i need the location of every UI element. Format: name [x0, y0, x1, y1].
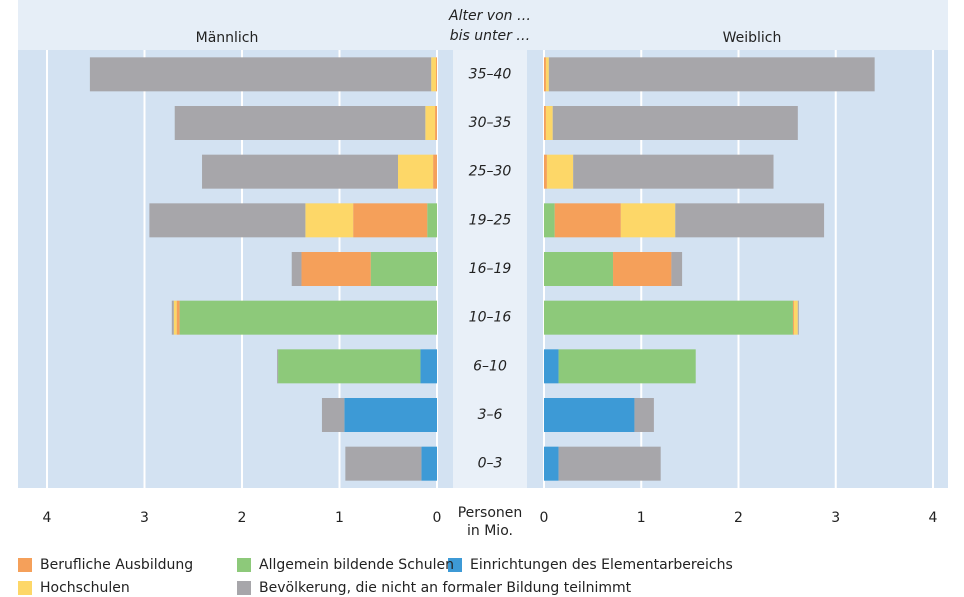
bar-segment — [544, 154, 547, 189]
bar-segment — [573, 154, 774, 189]
bar-segment — [558, 349, 696, 384]
bar-segment — [305, 203, 354, 238]
bar-segment — [675, 203, 825, 238]
bar-segment — [544, 252, 614, 286]
bar-segment — [421, 446, 437, 481]
legend-label: Hochschulen — [40, 580, 130, 596]
x-tick-label: 1 — [335, 510, 344, 526]
bar-segment — [345, 446, 422, 481]
category-label: 35–40 — [469, 66, 512, 82]
legend-label: Bevölkerung, die nicht an formaler Bildu… — [259, 580, 632, 596]
bar-segment — [436, 57, 437, 92]
bar-segment — [792, 300, 794, 335]
bar-segment — [435, 106, 437, 140]
bar-segment — [344, 398, 437, 432]
bar-segment — [545, 57, 549, 92]
category-label: 30–35 — [469, 115, 512, 131]
legend-swatch — [448, 558, 462, 572]
legend-swatch — [18, 558, 32, 572]
bar-segment — [291, 252, 302, 286]
bar-segment — [278, 349, 421, 384]
x-tick-label: 4 — [43, 510, 52, 526]
x-tick-label: 0 — [540, 510, 549, 526]
x-tick-label: 3 — [140, 510, 149, 526]
bar-segment — [671, 252, 683, 286]
category-label: 19–25 — [469, 212, 512, 228]
category-label: 0–3 — [478, 456, 503, 472]
x-title: Personen — [458, 505, 523, 521]
center-column — [453, 50, 527, 488]
bar-segment — [171, 300, 174, 335]
x-tick-label: 3 — [831, 510, 840, 526]
x-tick-label: 0 — [433, 510, 442, 526]
legend-label: Allgemein bildende Schulen — [259, 557, 454, 573]
bar-segment — [173, 300, 177, 335]
bar-segment — [634, 398, 654, 432]
bar-segment — [544, 446, 559, 481]
bar-segment — [544, 349, 559, 384]
bar-segment — [552, 106, 798, 140]
bar-segment — [793, 300, 798, 335]
panel-title: Männlich — [196, 30, 259, 46]
legend-label: Einrichtungen des Elementarbereichs — [470, 557, 733, 573]
bar-segment — [620, 203, 676, 238]
legend-swatch — [237, 581, 251, 595]
bar-segment — [179, 300, 437, 335]
bar-segment — [277, 349, 279, 384]
bar-segment — [321, 398, 345, 432]
bar-segment — [398, 154, 434, 189]
y-title: Alter von … — [448, 8, 531, 24]
bar-segment — [174, 106, 426, 140]
panel-title: Weiblich — [723, 30, 782, 46]
header-band — [18, 0, 948, 50]
bar-segment — [353, 203, 428, 238]
bar-segment — [427, 203, 437, 238]
bar-segment — [370, 252, 437, 286]
bar-segment — [433, 154, 437, 189]
bar-segment — [149, 203, 306, 238]
category-label: 3–6 — [478, 407, 503, 423]
legend-label: Berufliche Ausbildung — [40, 557, 193, 573]
bar-segment — [176, 300, 180, 335]
bar-segment — [544, 203, 555, 238]
category-label: 16–19 — [469, 261, 512, 277]
bar-segment — [558, 446, 661, 481]
bar-segment — [544, 398, 635, 432]
x-tick-label: 1 — [637, 510, 646, 526]
bar-segment — [420, 349, 437, 384]
bar-segment — [544, 300, 793, 335]
bar-segment — [545, 106, 553, 140]
bar-segment — [548, 57, 875, 92]
legend-swatch — [18, 581, 32, 595]
category-label: 6–10 — [473, 358, 507, 374]
category-label: 25–30 — [469, 164, 512, 180]
bar-segment — [613, 252, 672, 286]
bar-segment — [544, 106, 546, 140]
bar-segment — [554, 203, 621, 238]
x-tick-label: 4 — [929, 510, 938, 526]
bar-segment — [89, 57, 432, 92]
bar-segment — [431, 57, 437, 92]
bar-segment — [797, 300, 799, 335]
x-tick-label: 2 — [734, 510, 743, 526]
legend-swatch — [237, 558, 251, 572]
bar-segment — [301, 252, 371, 286]
bar-segment — [544, 57, 546, 92]
x-title: in Mio. — [467, 523, 513, 539]
bar-segment — [425, 106, 436, 140]
bar-segment — [546, 154, 574, 189]
category-label: 10–16 — [469, 310, 512, 326]
x-tick-label: 2 — [238, 510, 247, 526]
y-title: bis unter … — [450, 28, 531, 44]
bar-segment — [202, 154, 398, 189]
